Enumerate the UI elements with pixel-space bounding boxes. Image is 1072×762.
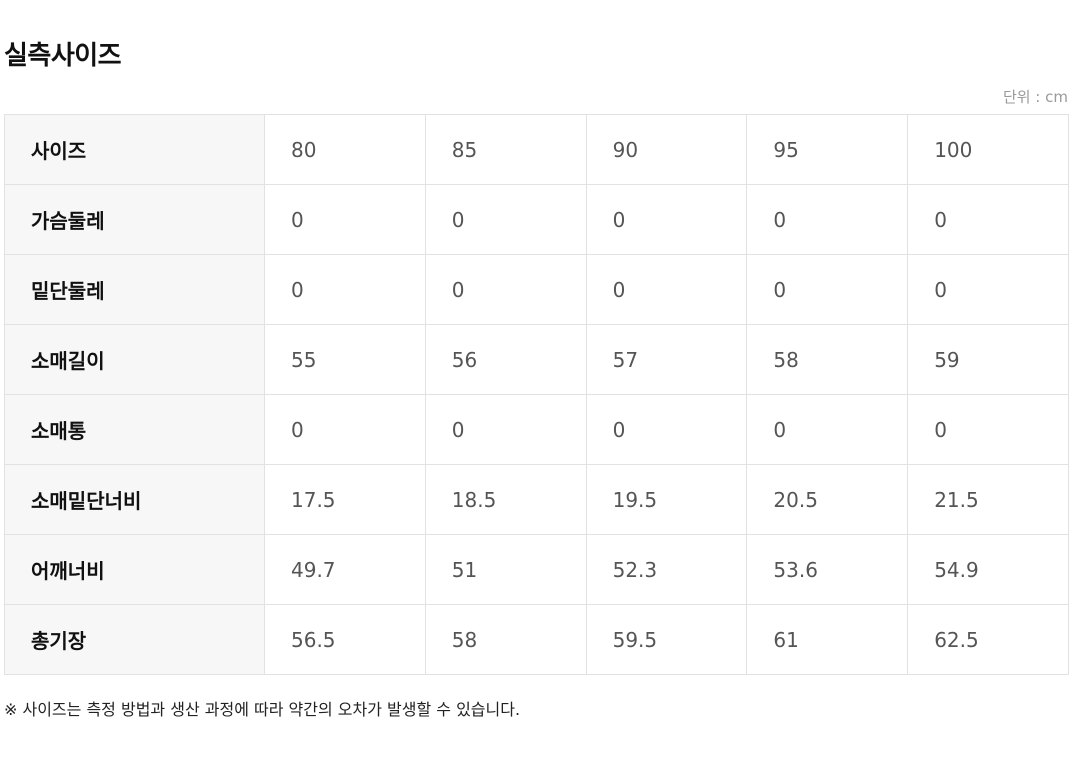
table-cell: 0 [746, 394, 909, 465]
table-cell: 95 [746, 114, 909, 185]
table-cell: 0 [585, 254, 748, 325]
table-cell: 19.5 [585, 464, 748, 535]
table-cell: 59.5 [585, 604, 748, 675]
table-cell: 0 [907, 254, 1069, 325]
table-cell: 0 [907, 184, 1069, 255]
row-label: 소매길이 [4, 324, 265, 395]
table-cell: 0 [746, 254, 909, 325]
row-label: 총기장 [4, 604, 265, 675]
table-cell: 0 [424, 184, 587, 255]
table-cell: 0 [746, 184, 909, 255]
table-row: 밑단둘레 0 0 0 0 0 [4, 254, 1069, 325]
table-cell: 0 [907, 394, 1069, 465]
row-label: 밑단둘레 [4, 254, 265, 325]
table-row: 어깨너비 49.7 51 52.3 53.6 54.9 [4, 534, 1069, 605]
table-cell: 0 [585, 184, 748, 255]
table-cell: 0 [424, 254, 587, 325]
table-cell: 20.5 [746, 464, 909, 535]
row-label: 소매통 [4, 394, 265, 465]
table-row: 총기장 56.5 58 59.5 61 62.5 [4, 604, 1069, 675]
row-label: 가슴둘레 [4, 184, 265, 255]
table-cell: 51 [424, 534, 587, 605]
table-cell: 100 [907, 114, 1069, 185]
table-cell: 58 [424, 604, 587, 675]
table-cell: 0 [264, 184, 426, 255]
size-table-body: 사이즈 80 85 90 95 100 가슴둘레 0 0 0 0 0 밑단둘레 0 0 0 0 0 소매길이 55 56… [4, 114, 1069, 675]
table-cell: 53.6 [746, 534, 909, 605]
table-row: 소매길이 55 56 57 58 59 [4, 324, 1069, 395]
table-cell: 80 [264, 114, 426, 185]
table-row: 소매통 0 0 0 0 0 [4, 394, 1069, 465]
table-cell: 49.7 [264, 534, 426, 605]
table-row: 사이즈 80 85 90 95 100 [4, 114, 1069, 185]
row-label: 어깨너비 [4, 534, 265, 605]
table-cell: 0 [264, 254, 426, 325]
size-note: ※ 사이즈는 측정 방법과 생산 과정에 따라 약간의 오차가 발생할 수 있습… [4, 700, 521, 719]
table-cell: 85 [424, 114, 587, 185]
table-cell: 56.5 [264, 604, 426, 675]
table-cell: 55 [264, 324, 426, 395]
table-cell: 58 [746, 324, 909, 395]
table-cell: 90 [585, 114, 748, 185]
page-title: 실측사이즈 [4, 41, 122, 71]
row-label: 소매밑단너비 [4, 464, 265, 535]
unit-label: 단위 : cm [1002, 88, 1068, 106]
table-cell: 61 [746, 604, 909, 675]
table-row: 소매밑단너비 17.5 18.5 19.5 20.5 21.5 [4, 464, 1069, 535]
table-cell: 0 [264, 394, 426, 465]
table-cell: 54.9 [907, 534, 1069, 605]
table-cell: 18.5 [424, 464, 587, 535]
size-table: 사이즈 80 85 90 95 100 가슴둘레 0 0 0 0 0 밑단둘레 0 0 0 0 0 소매길이 55 56… [4, 114, 1069, 675]
table-cell: 57 [585, 324, 748, 395]
table-cell: 62.5 [907, 604, 1069, 675]
row-label: 사이즈 [4, 114, 265, 185]
table-cell: 59 [907, 324, 1069, 395]
table-cell: 0 [424, 394, 587, 465]
table-cell: 21.5 [907, 464, 1069, 535]
table-row: 가슴둘레 0 0 0 0 0 [4, 184, 1069, 255]
table-cell: 52.3 [585, 534, 748, 605]
table-cell: 56 [424, 324, 587, 395]
table-cell: 17.5 [264, 464, 426, 535]
table-cell: 0 [585, 394, 748, 465]
